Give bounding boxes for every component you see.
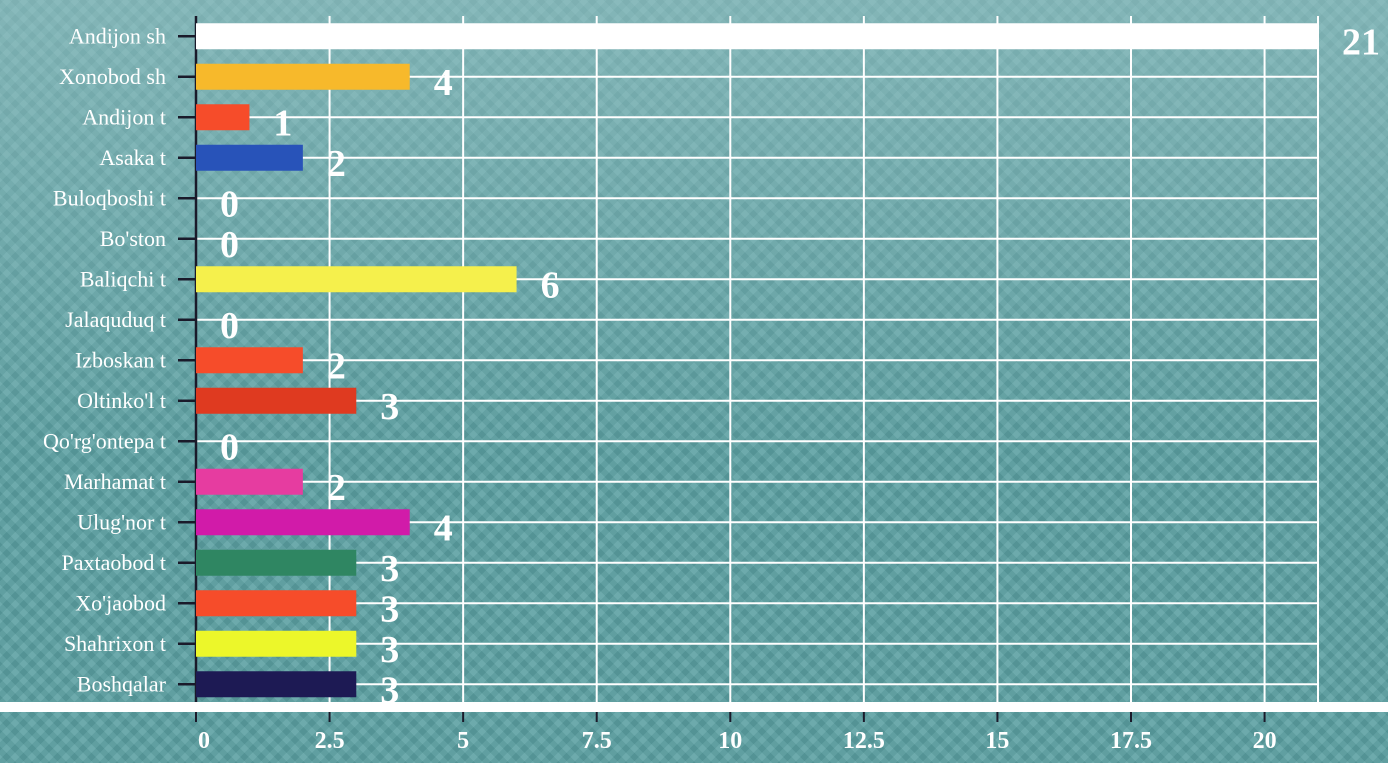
category-label: Paxtaobod t [62,550,167,575]
data-label: 0 [220,305,239,347]
x-tick-label: 12.5 [843,728,885,754]
category-label: Andijon t [82,104,166,129]
category-label: Shahrixon t [64,631,166,656]
data-label: 2 [327,467,346,509]
bar [196,347,303,374]
bar [196,468,303,495]
data-label: 3 [380,669,399,711]
x-tick-label: 7.5 [582,728,612,754]
category-label: Andijon sh [69,23,166,48]
category-label: Jalaquduq t [65,307,166,332]
bar [196,509,410,536]
x-tick-label: 0 [198,728,210,754]
x-tick-label: 5 [457,728,469,754]
data-label: 3 [380,548,399,590]
data-label: 6 [541,264,560,306]
category-label: Xonobod sh [59,64,166,89]
data-label: 4 [434,507,453,549]
category-label: Izboskan t [75,347,166,372]
category-label: Boshqalar [77,671,167,696]
bar [196,23,1318,50]
bar [196,266,517,293]
bar [196,590,357,617]
bar [196,387,357,414]
x-tick-label: 2.5 [315,728,345,754]
category-label: Qo'rg'ontepa t [43,428,166,453]
grid-lines [178,16,1319,705]
bar [196,63,410,90]
x-tick-label: 10 [718,728,742,754]
category-label: Oltinko'l t [77,388,166,413]
category-label: Xo'jaobod [75,590,166,615]
bar [196,671,357,698]
bar [196,104,250,131]
data-label: 1 [273,102,292,144]
data-label: 2 [327,345,346,387]
data-label: 4 [434,62,453,104]
x-tick-label: 20 [1253,728,1277,754]
bar [196,630,357,657]
bars [196,23,1318,698]
data-label: 3 [380,588,399,630]
data-label: 3 [380,386,399,428]
category-label: Bo'ston [100,226,166,251]
x-tick-label: 17.5 [1110,728,1152,754]
bar [196,549,357,576]
bar [196,144,303,171]
data-label: 3 [380,629,399,671]
data-label: 0 [220,224,239,266]
category-label: Asaka t [99,145,166,170]
category-label: Buloqboshi t [53,185,166,210]
x-axis-ticks: 0 2.5 5 7.5 10 12.5 15 17.5 20 [195,712,1277,754]
data-label: 0 [220,426,239,468]
category-label: Ulug'nor t [77,509,166,534]
data-label: 0 [220,183,239,225]
category-labels: Andijon sh Xonobod sh Andijon t Asaka t Bulo… [43,23,167,696]
category-label: Marhamat t [64,469,166,494]
x-tick-label: 15 [985,728,1009,754]
data-label: 21 [1342,21,1380,63]
x-axis-band [0,702,1388,712]
category-label: Baliqchi t [80,266,166,291]
data-label: 2 [327,143,346,185]
